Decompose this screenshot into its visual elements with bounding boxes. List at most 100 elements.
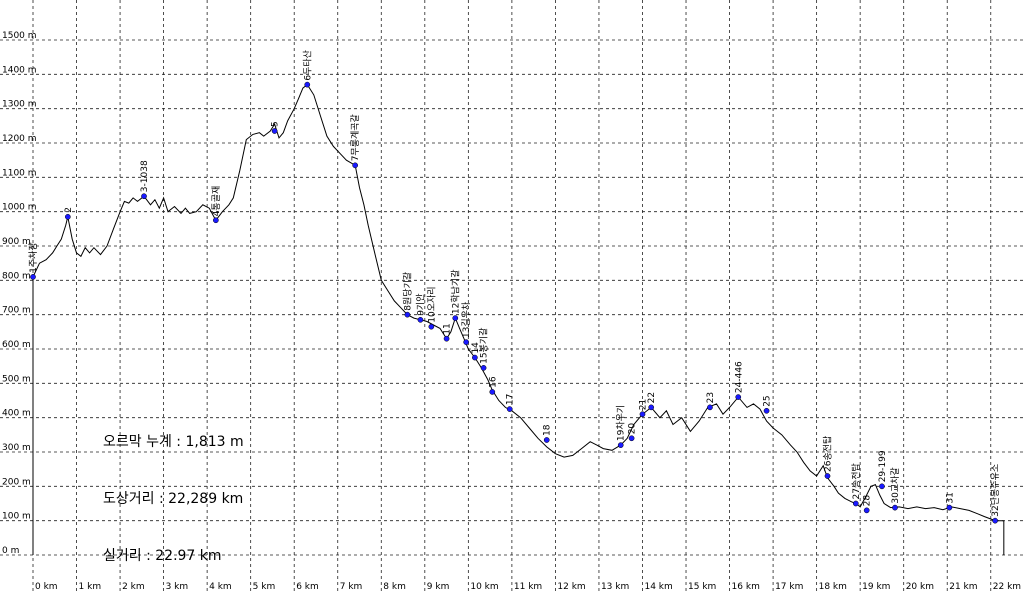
x-tick-label: 17 km [775, 582, 803, 592]
waypoint-marker [428, 323, 435, 330]
x-tick-label: 12 km [557, 582, 585, 592]
x-tick-label: 8 km [383, 582, 406, 592]
y-tick-label: 1500 m [2, 31, 37, 41]
waypoint-label: 25 [763, 395, 773, 406]
x-tick-label: 6 km [296, 582, 319, 592]
waypoint-label: 5 [271, 121, 281, 127]
x-tick-label: 14 km [644, 582, 672, 592]
x-tick-label: 19 km [862, 582, 890, 592]
x-tick-label: 3 km [166, 582, 189, 592]
waypoint-marker [304, 81, 311, 88]
x-tick-label: 1 km [79, 582, 102, 592]
waypoint-label: 30교차갈 [889, 467, 901, 503]
y-tick-label: 1300 m [2, 100, 37, 110]
waypoint-marker [480, 365, 487, 371]
y-tick-label: 600 m [2, 340, 31, 350]
x-tick-label: 21 km [949, 582, 977, 592]
waypoint-marker [352, 162, 359, 169]
waypoint-label: 15봉기갈 [479, 328, 490, 364]
waypoint-label: 29-199 [878, 450, 888, 482]
waypoint-marker [417, 316, 424, 323]
x-axis-ticks: 0 km 1 km 2 km 3 km 4 km 5 km 6 km 7 km 8 km 9 km… [35, 582, 1021, 592]
x-tick-label: 11 km [514, 582, 542, 592]
waypoint-marker [992, 517, 998, 524]
waypoint-label: 9기안 [416, 294, 427, 316]
x-tick-label: 20 km [906, 582, 934, 592]
waypoint-markers: 1주차장 2 3-1038 4통골재 5 6두타산 7무릉계곡갈 8원당기갈 9기안 10오자리 1… [27, 50, 1001, 524]
waypoint-marker [707, 404, 713, 411]
waypoint-label: 16 [488, 376, 498, 388]
waypoint-marker [946, 504, 953, 511]
map-distance: 도상거리 : 22,289 km [103, 491, 244, 507]
waypoint-label: 4통골재 [211, 186, 222, 217]
waypoint-label: 17 [506, 394, 516, 405]
x-tick-label: 7 km [340, 582, 363, 592]
waypoint-label: 32단봉주유소 [990, 464, 1001, 517]
waypoint-marker [489, 389, 496, 395]
x-tick-label: 5 km [253, 582, 276, 592]
waypoint-label: 22 [647, 392, 657, 403]
elevation-line [32, 83, 1004, 522]
waypoint-label: 18 [543, 424, 553, 436]
x-tick-label: 10 km [470, 582, 498, 592]
waypoint-label: 6두타산 [302, 50, 313, 81]
x-tick-label: 0 km [35, 582, 58, 592]
y-tick-label: 300 m [2, 443, 31, 453]
waypoint-marker [879, 483, 885, 490]
waypoint-marker [212, 217, 219, 224]
waypoint-marker [64, 213, 71, 220]
real-distance: 실거리 : 22.97 km [103, 548, 222, 564]
waypoint-marker [648, 404, 655, 411]
waypoint-label: 12학남기갈 [450, 270, 461, 315]
y-tick-label: 1200 m [2, 134, 37, 144]
waypoint-label: 27송전탑 [850, 463, 862, 499]
waypoint-label: 24-446 [734, 361, 744, 393]
y-tick-label: 1400 m [2, 65, 37, 75]
waypoint-label: 11 [443, 323, 453, 334]
y-axis-ticks: 0 m 100 m 200 m 300 m 400 m 500 m 600 m 700 m 80… [2, 31, 37, 556]
x-tick-label: 18 km [819, 582, 847, 592]
waypoint-label: 10오자리 [426, 286, 437, 322]
x-tick-label: 22 km [993, 582, 1021, 592]
waypoint-marker [852, 500, 859, 507]
waypoint-marker [271, 128, 278, 134]
x-tick-label: 9 km [427, 582, 450, 592]
waypoint-label: 8원당기갈 [402, 272, 413, 311]
waypoint-label: 14 [471, 342, 481, 354]
waypoint-label: 21 [639, 399, 649, 410]
waypoint-marker [628, 435, 635, 442]
waypoint-marker [617, 442, 624, 448]
waypoint-label: 19차우기 [615, 405, 627, 441]
waypoint-marker [463, 339, 470, 345]
y-tick-label: 500 m [2, 374, 31, 384]
waypoint-label: 2 [64, 207, 74, 213]
y-tick-label: 700 m [2, 306, 31, 316]
elevation-series [32, 83, 1005, 555]
waypoint-marker [543, 437, 550, 443]
waypoint-marker [735, 394, 742, 400]
y-tick-label: 900 m [2, 237, 31, 247]
waypoint-marker [506, 406, 513, 412]
waypoint-marker [443, 335, 450, 342]
waypoint-marker [763, 407, 770, 414]
y-tick-label: 400 m [2, 409, 31, 419]
waypoint-marker [824, 473, 831, 479]
x-tick-label: 2 km [122, 582, 145, 592]
waypoint-marker [863, 507, 870, 514]
y-tick-label: 100 m [2, 512, 31, 522]
waypoint-marker [452, 315, 459, 321]
waypoint-label: 7무릉계곡갈 [349, 114, 361, 161]
waypoint-marker [472, 354, 478, 361]
waypoint-marker [141, 193, 147, 200]
y-tick-label: 1000 m [2, 203, 37, 213]
x-tick-label: 16 km [732, 582, 760, 592]
y-tick-label: 200 m [2, 477, 31, 487]
waypoint-label: 13길우차 [460, 301, 472, 338]
waypoint-label: 23 [706, 392, 716, 403]
waypoint-label: 28 [863, 495, 873, 507]
waypoint-marker [892, 504, 898, 511]
waypoint-label: 26송전탑 [822, 436, 834, 472]
waypoint-label: 31 [945, 492, 955, 503]
